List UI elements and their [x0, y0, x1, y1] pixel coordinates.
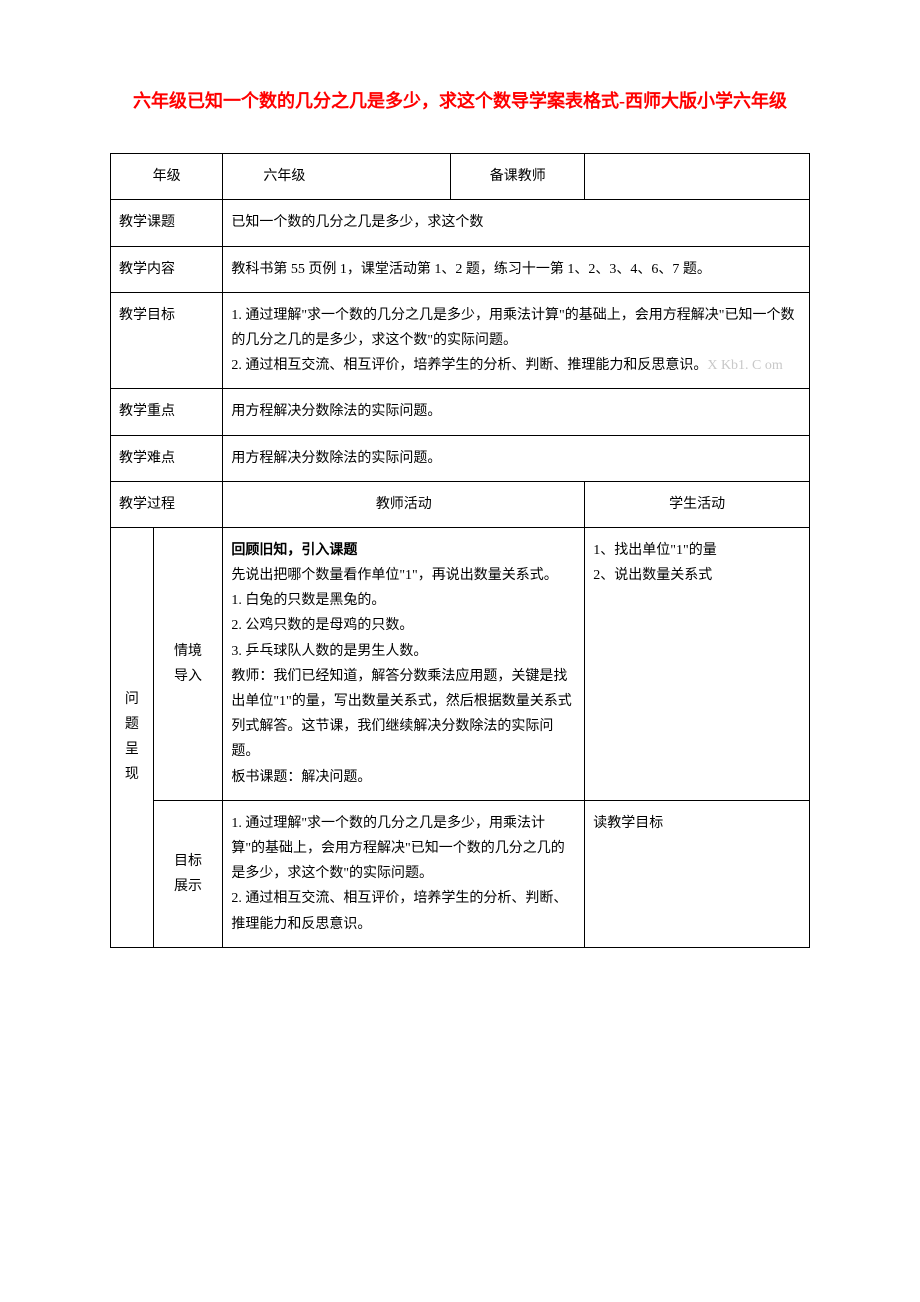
phase-p1-teacher-title: 回顾旧知，引入课题 — [231, 543, 357, 558]
teacher-label: 备课教师 — [451, 154, 585, 200]
phase-p1-teacher-body: 先说出把哪个数量看作单位"1"，再说出数量关系式。1. 白兔的只数是黑兔的。2.… — [231, 568, 571, 785]
content-label: 教学内容 — [111, 246, 223, 292]
topic-value: 已知一个数的几分之几是多少，求这个数 — [223, 200, 810, 246]
goal-row: 教学目标 1. 通过理解"求一个数的几分之几是多少，用乘法计算"的基础上，会用方… — [111, 292, 810, 389]
goal-text-faded: X Kb1. C om — [707, 358, 782, 373]
phase-p2-teacher: 1. 通过理解"求一个数的几分之几是多少，用乘法计算"的基础上，会用方程解决"已… — [223, 800, 585, 947]
goal-label: 教学目标 — [111, 292, 223, 389]
topic-row: 教学课题 已知一个数的几分之几是多少，求这个数 — [111, 200, 810, 246]
phase-2-row: 目标展示 1. 通过理解"求一个数的几分之几是多少，用乘法计算"的基础上，会用方… — [111, 800, 810, 947]
topic-label: 教学课题 — [111, 200, 223, 246]
key-value: 用方程解决分数除法的实际问题。 — [223, 389, 810, 435]
teacher-value — [585, 154, 810, 200]
goal-value: 1. 通过理解"求一个数的几分之几是多少，用乘法计算"的基础上，会用方程解决"已… — [223, 292, 810, 389]
phase-q-label: 问题呈现问题呈现 — [111, 527, 154, 947]
content-row: 教学内容 教科书第 55 页例 1，课堂活动第 1、2 题，练习十一第 1、2、… — [111, 246, 810, 292]
student-activity-header: 学生活动 — [585, 481, 810, 527]
teacher-activity-header: 教师活动 — [223, 481, 585, 527]
difficulty-value: 用方程解决分数除法的实际问题。 — [223, 435, 810, 481]
difficulty-row: 教学难点 用方程解决分数除法的实际问题。 — [111, 435, 810, 481]
page-title: 六年级已知一个数的几分之几是多少，求这个数导学案表格式-西师大版小学六年级 — [110, 80, 810, 123]
goal-text-1: 1. 通过理解"求一个数的几分之几是多少，用乘法计算"的基础上，会用方程解决"已… — [231, 308, 794, 348]
header-row: 年级 六年级 备课教师 — [111, 154, 810, 200]
content-value: 教科书第 55 页例 1，课堂活动第 1、2 题，练习十一第 1、2、3、4、6… — [223, 246, 810, 292]
lesson-plan-table: 年级 六年级 备课教师 教学课题 已知一个数的几分之几是多少，求这个数 教学内容… — [110, 153, 810, 948]
phase-p1-teacher: 回顾旧知，引入课题 先说出把哪个数量看作单位"1"，再说出数量关系式。1. 白兔… — [223, 527, 585, 800]
phase-1-row: 问题呈现问题呈现 情境导入 回顾旧知，引入课题 先说出把哪个数量看作单位"1"，… — [111, 527, 810, 800]
grade-value: 六年级 — [223, 154, 451, 200]
phase-p2-student: 读教学目标 — [585, 800, 810, 947]
key-row: 教学重点 用方程解决分数除法的实际问题。 — [111, 389, 810, 435]
phase-p1-student: 1、找出单位"1"的量2、说出数量关系式 — [585, 527, 810, 800]
phase-p1-label: 情境导入 — [153, 527, 223, 800]
process-header-row: 教学过程 教师活动 学生活动 — [111, 481, 810, 527]
goal-text-2a: 2. 通过相互交流、相互评价，培养学生的分析、判断、推理能力和反思意识。 — [231, 358, 707, 373]
key-label: 教学重点 — [111, 389, 223, 435]
difficulty-label: 教学难点 — [111, 435, 223, 481]
grade-label: 年级 — [111, 154, 223, 200]
process-label: 教学过程 — [111, 481, 223, 527]
phase-p2-label: 目标展示 — [153, 800, 223, 947]
